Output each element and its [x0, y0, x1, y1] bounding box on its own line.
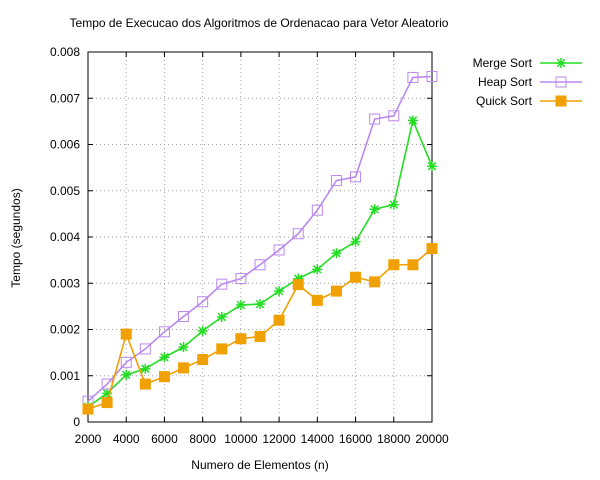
x-tick-label: 10000 [224, 432, 258, 446]
data-point [216, 278, 228, 290]
data-point [427, 161, 437, 172]
data-point [426, 243, 438, 255]
data-point [178, 342, 189, 353]
data-point [158, 371, 170, 383]
data-point [388, 110, 400, 122]
data-point [82, 403, 94, 415]
y-tick-label: 0.008 [50, 45, 80, 59]
data-point [369, 113, 381, 125]
legend-marker [555, 76, 567, 88]
data-point [197, 354, 209, 366]
legend: Merge Sort Heap Sort Quick Sort [473, 56, 582, 108]
y-tick-labels: 0 0.001 0.002 0.003 0.004 0.005 0.006 0.007 0.00… [50, 45, 80, 429]
y-tick-label: 0 [73, 415, 80, 429]
data-point [292, 228, 304, 240]
y-tick-label: 0.002 [50, 323, 80, 337]
chart-title: Tempo de Execucao dos Algoritmos de Orde… [70, 16, 449, 30]
data-point [254, 330, 266, 342]
y-tick-label: 0.003 [50, 276, 80, 290]
legend-marker [556, 58, 566, 68]
data-point [312, 264, 323, 275]
data-point [388, 199, 399, 210]
data-point [350, 171, 362, 183]
data-point [178, 362, 190, 374]
data-point [235, 273, 247, 285]
series-merge-sort [83, 115, 437, 412]
data-point [158, 326, 170, 338]
series-quick-sort [82, 243, 438, 415]
plot-area [82, 71, 438, 415]
x-tick-label: 14000 [301, 432, 335, 446]
data-point [255, 299, 265, 310]
data-point [139, 378, 151, 390]
y-tick-label: 0.001 [50, 369, 80, 383]
data-point [330, 175, 342, 187]
data-point [235, 333, 247, 345]
data-point [331, 248, 342, 259]
grid [88, 52, 432, 422]
data-point [274, 286, 285, 297]
data-point [235, 299, 246, 310]
series-heap-sort [82, 71, 438, 407]
x-tick-label: 12000 [262, 432, 296, 446]
data-point [216, 312, 227, 323]
data-point [407, 259, 419, 271]
data-point [407, 71, 419, 83]
data-point [350, 236, 361, 247]
data-point [311, 204, 323, 216]
y-tick-label: 0.006 [50, 138, 80, 152]
x-tick-label: 16000 [339, 432, 373, 446]
data-point [140, 363, 151, 374]
legend-marker [555, 95, 567, 107]
data-point [426, 71, 438, 83]
data-point [369, 276, 381, 288]
data-point [330, 285, 342, 297]
data-point [197, 325, 208, 336]
data-point [216, 343, 228, 355]
y-axis-label: Tempo (segundos) [9, 188, 23, 287]
data-point [292, 279, 304, 291]
data-point [388, 259, 400, 271]
x-tick-label: 18000 [377, 432, 411, 446]
series-line [87, 247, 433, 410]
data-point [121, 369, 132, 380]
series-line [87, 117, 433, 408]
data-point [311, 294, 323, 306]
x-tick-label: 4000 [113, 432, 140, 446]
y-tick-label: 0.004 [50, 230, 80, 244]
data-point [101, 397, 113, 409]
data-point [139, 343, 151, 355]
y-tick-label: 0.005 [50, 184, 80, 198]
x-tick-label: 8000 [189, 432, 216, 446]
axes [87, 51, 433, 423]
legend-label: Merge Sort [473, 56, 533, 70]
x-tick-labels: 2000 4000 6000 8000 10000 12000 14000 16000 1800… [75, 432, 449, 446]
data-point [369, 204, 380, 215]
series-line [87, 75, 433, 402]
data-point [120, 328, 132, 340]
data-point [350, 271, 362, 283]
data-point [178, 311, 190, 323]
data-point [254, 259, 266, 271]
data-point [120, 356, 132, 368]
x-tick-label: 6000 [151, 432, 178, 446]
data-point [159, 352, 170, 363]
y-tick-label: 0.007 [50, 91, 80, 105]
legend-label: Heap Sort [478, 75, 533, 89]
data-point [273, 244, 285, 256]
plot-border [87, 51, 433, 423]
data-point [407, 115, 418, 126]
data-point [197, 296, 209, 308]
x-tick-label: 2000 [75, 432, 102, 446]
data-point [273, 314, 285, 326]
x-axis-label: Numero de Elementos (n) [191, 458, 328, 472]
legend-label: Quick Sort [476, 94, 533, 108]
x-tick-label: 20000 [415, 432, 449, 446]
